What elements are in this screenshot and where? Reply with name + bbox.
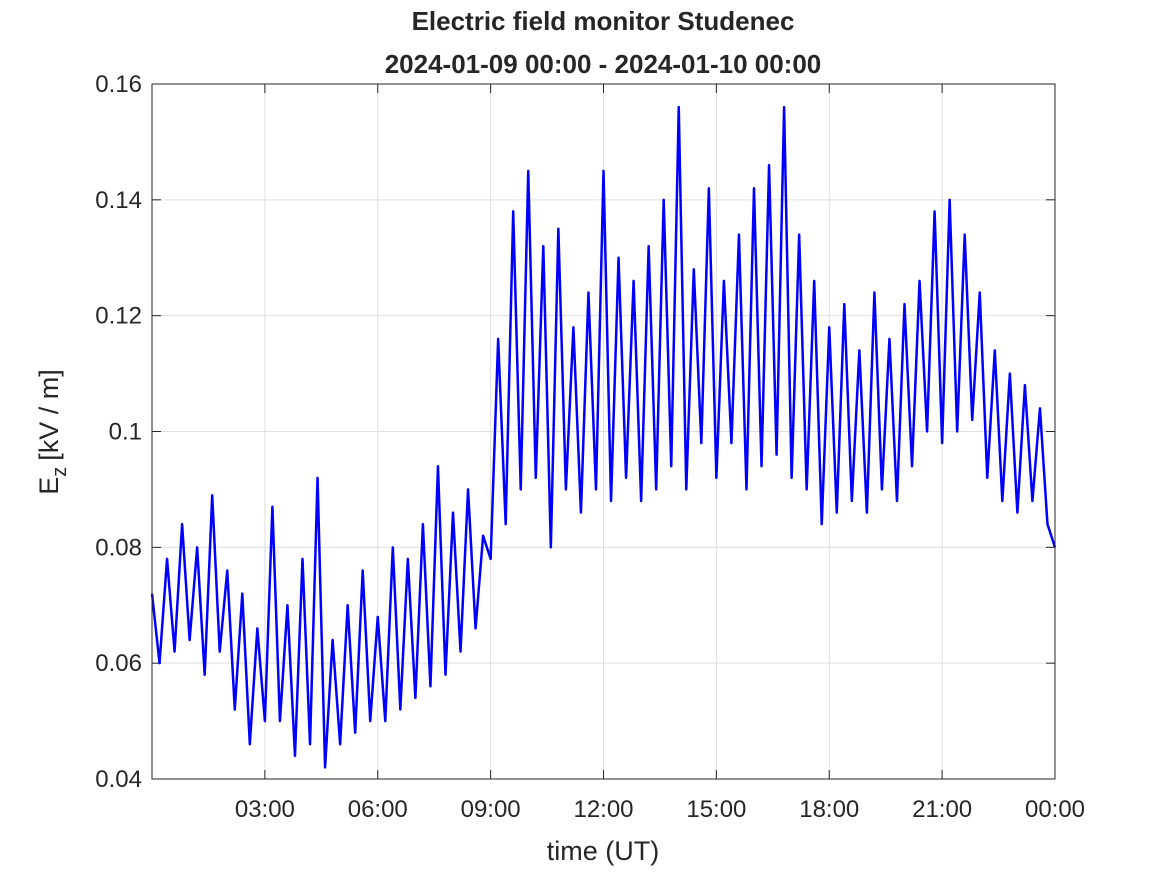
x-tick-label: 12:00 (573, 796, 633, 823)
x-tick-label: 06:00 (348, 796, 408, 823)
x-tick-label: 03:00 (235, 796, 295, 823)
y-axis-label-sub: z (49, 467, 71, 477)
y-tick-label: 0.04 (95, 766, 142, 793)
chart-subtitle: 2024-01-09 00:00 - 2024-01-10 00:00 (385, 49, 822, 79)
chart-title: Electric field monitor Studenec (412, 6, 795, 36)
x-axis-label: time (UT) (547, 836, 659, 866)
y-axis-label-main: E (34, 477, 64, 495)
x-tick-label: 15:00 (686, 796, 746, 823)
x-tick-label: 18:00 (799, 796, 859, 823)
y-tick-label: 0.14 (95, 187, 142, 214)
y-tick-label: 0.16 (95, 71, 142, 98)
x-tick-label: 21:00 (912, 796, 972, 823)
x-tick-label: 09:00 (461, 796, 521, 823)
y-tick-label: 0.12 (95, 303, 142, 330)
y-axis-label-unit: [kV / m] (34, 369, 64, 461)
y-tick-label: 0.08 (95, 534, 142, 561)
y-axis-label: Ez [kV / m] (34, 369, 71, 495)
x-tick-label: 00:00 (1025, 796, 1085, 823)
data-line (150, 105, 1057, 769)
y-tick-label: 0.06 (95, 650, 142, 677)
plot-frame (151, 83, 1056, 780)
y-tick-label: 0.1 (109, 419, 142, 446)
